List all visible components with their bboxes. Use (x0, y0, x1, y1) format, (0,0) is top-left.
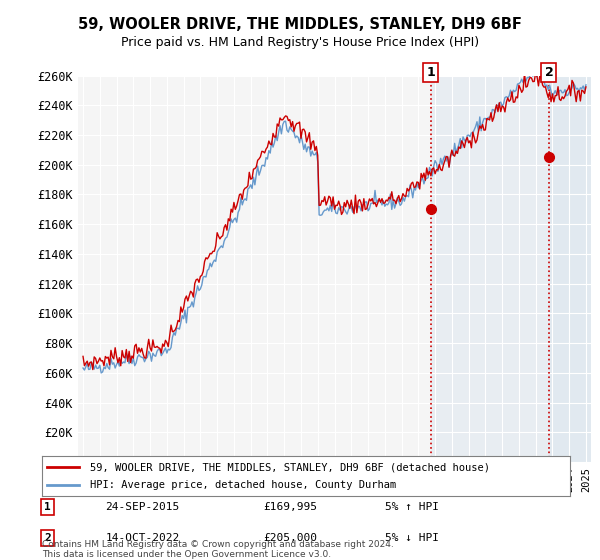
Text: 14-OCT-2022: 14-OCT-2022 (106, 533, 179, 543)
Text: 5% ↓ HPI: 5% ↓ HPI (385, 533, 439, 543)
Text: 59, WOOLER DRIVE, THE MIDDLES, STANLEY, DH9 6BF: 59, WOOLER DRIVE, THE MIDDLES, STANLEY, … (78, 17, 522, 32)
Text: Price paid vs. HM Land Registry's House Price Index (HPI): Price paid vs. HM Land Registry's House … (121, 36, 479, 49)
Text: 1: 1 (426, 66, 435, 79)
Text: 5% ↑ HPI: 5% ↑ HPI (385, 502, 439, 512)
Text: HPI: Average price, detached house, County Durham: HPI: Average price, detached house, Coun… (89, 479, 396, 489)
Text: 24-SEP-2015: 24-SEP-2015 (106, 502, 179, 512)
Bar (431, 76, 595, 462)
Text: 1: 1 (44, 502, 50, 512)
Text: £205,000: £205,000 (264, 533, 318, 543)
Text: £169,995: £169,995 (264, 502, 318, 512)
Text: 2: 2 (44, 533, 50, 543)
Bar (549, 76, 595, 462)
Text: Contains HM Land Registry data © Crown copyright and database right 2024.
This d: Contains HM Land Registry data © Crown c… (42, 540, 394, 559)
Text: 59, WOOLER DRIVE, THE MIDDLES, STANLEY, DH9 6BF (detached house): 59, WOOLER DRIVE, THE MIDDLES, STANLEY, … (89, 463, 490, 473)
Text: 2: 2 (545, 66, 553, 79)
